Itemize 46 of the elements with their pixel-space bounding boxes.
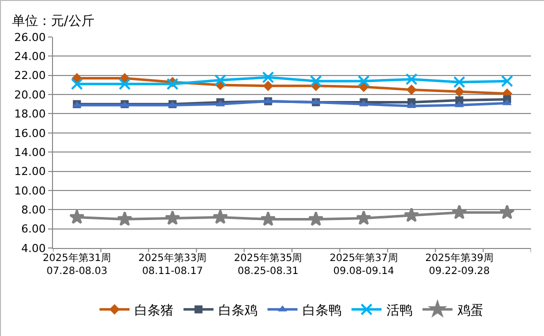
point xyxy=(453,76,466,88)
y-tick-label: 14.00 xyxy=(14,146,46,159)
y-tick-label: 12.00 xyxy=(14,165,46,178)
point xyxy=(452,204,467,220)
y-tick-label: 8.00 xyxy=(21,203,46,216)
y-tick-label: 16.00 xyxy=(14,126,46,140)
point xyxy=(499,204,515,220)
point xyxy=(358,75,370,88)
point xyxy=(117,211,132,226)
y-tick-label: 24.00 xyxy=(14,50,46,64)
point xyxy=(260,211,276,226)
x-tick-label: 2025年第37周 09.08-09.14 xyxy=(330,252,398,277)
point xyxy=(212,209,228,224)
y-tick-label: 22.00 xyxy=(14,69,46,82)
point xyxy=(69,209,85,224)
point xyxy=(308,211,324,226)
y-tick-label: 10.00 xyxy=(14,184,46,198)
x-tick-label: 2025年第35周 08.25-08.31 xyxy=(234,252,302,277)
x-tick-label: 2025年第31周 07.28-08.03 xyxy=(42,252,111,277)
point xyxy=(164,210,180,225)
legend-label: 鸡蛋 xyxy=(456,303,484,318)
point xyxy=(454,86,464,97)
y-tick-label: 26.00 xyxy=(14,30,46,44)
x-tick-label: 2025年第39周 09.22-09.28 xyxy=(425,252,494,277)
point xyxy=(118,78,131,90)
point xyxy=(501,75,514,88)
point xyxy=(262,80,274,92)
y-tick-label: 18.00 xyxy=(14,108,46,121)
point xyxy=(70,78,83,90)
chart-title: 单位：元/公斤 xyxy=(12,14,94,30)
x-tick-label: 2025年第33周 08.11-08.17 xyxy=(138,252,207,277)
point xyxy=(404,207,420,222)
legend-label: 白条猪 xyxy=(134,303,174,318)
legend-label: 白条鸡 xyxy=(218,303,258,318)
legend-label: 白条鸭 xyxy=(302,303,342,318)
point xyxy=(356,210,372,225)
point xyxy=(262,71,274,84)
point xyxy=(166,78,178,90)
y-tick-label: 4.00 xyxy=(21,242,46,255)
point xyxy=(310,75,322,88)
point xyxy=(406,73,418,86)
y-tick-label: 20.00 xyxy=(14,88,46,102)
point xyxy=(406,84,417,95)
legend-label: 活鸭 xyxy=(386,303,412,318)
y-tick-label: 6.00 xyxy=(21,222,46,236)
point xyxy=(214,74,226,86)
